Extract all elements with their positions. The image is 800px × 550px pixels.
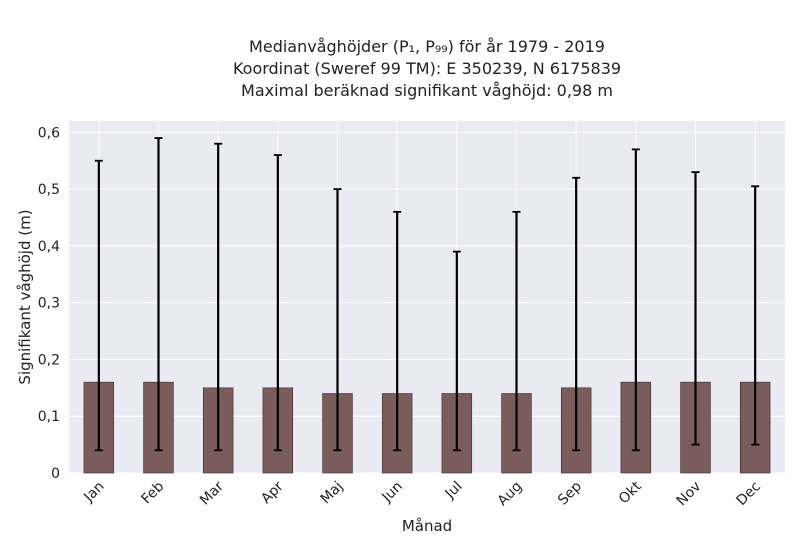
x-tick-label: Apr <box>258 478 287 507</box>
y-axis-label: Signifikant våghöjd (m) <box>16 209 34 384</box>
x-tick-label: Dec <box>734 479 764 509</box>
x-tick-label: Aug <box>495 479 526 510</box>
error-bar <box>94 159 103 452</box>
error-bar <box>214 142 223 452</box>
y-tick-label: 0,3 <box>38 296 60 312</box>
plot-area <box>69 121 785 473</box>
y-tick-label: 0,5 <box>38 182 60 198</box>
y-tick-label: 0,6 <box>38 125 60 141</box>
error-bars <box>94 137 760 452</box>
error-bar <box>333 188 342 452</box>
x-tick-label: Jun <box>379 479 406 506</box>
error-bar <box>273 154 282 452</box>
x-tick-label: Mar <box>197 478 227 508</box>
chart-title: Medianvåghöjder (P₁, P₉₉) för år 1979 - … <box>233 37 621 100</box>
y-tick-label: 0,4 <box>38 239 60 255</box>
error-bar <box>393 210 402 452</box>
error-bar <box>572 176 581 452</box>
error-bar <box>452 250 461 452</box>
error-bar <box>631 148 640 452</box>
chart-title-line-1: Medianvåghöjder (P₁, P₉₉) för år 1979 - … <box>249 37 605 56</box>
error-bar <box>154 137 163 452</box>
error-bar <box>512 210 521 452</box>
x-tick-label: Sep <box>555 478 585 508</box>
y-tick-label: 0 <box>51 466 60 482</box>
chart-title-line-3: Maximal beräknad signifikant våghöjd: 0,… <box>241 81 613 100</box>
error-bar <box>691 171 700 446</box>
x-tick-label: Nov <box>674 479 705 510</box>
x-tick-label: Okt <box>616 478 645 507</box>
x-tick-label: Jul <box>442 479 466 503</box>
error-bar <box>751 185 760 446</box>
x-axis-ticks: Jan Feb Mar Apr Maj Jun Jul Aug Sep Okt Nov Dec <box>80 478 764 509</box>
y-tick-label: 0,2 <box>38 352 60 368</box>
x-axis-label: Månad <box>402 517 452 535</box>
x-tick-label: Feb <box>138 478 167 507</box>
chart-title-line-2: Koordinat (Sweref 99 TM): E 350239, N 61… <box>233 59 621 78</box>
x-tick-label: Maj <box>318 479 347 508</box>
x-tick-label: Jan <box>80 479 107 506</box>
y-tick-label: 0,1 <box>38 409 60 425</box>
y-axis-ticks: 0 0,1 0,2 0,3 0,4 0,5 0,6 <box>38 125 60 482</box>
